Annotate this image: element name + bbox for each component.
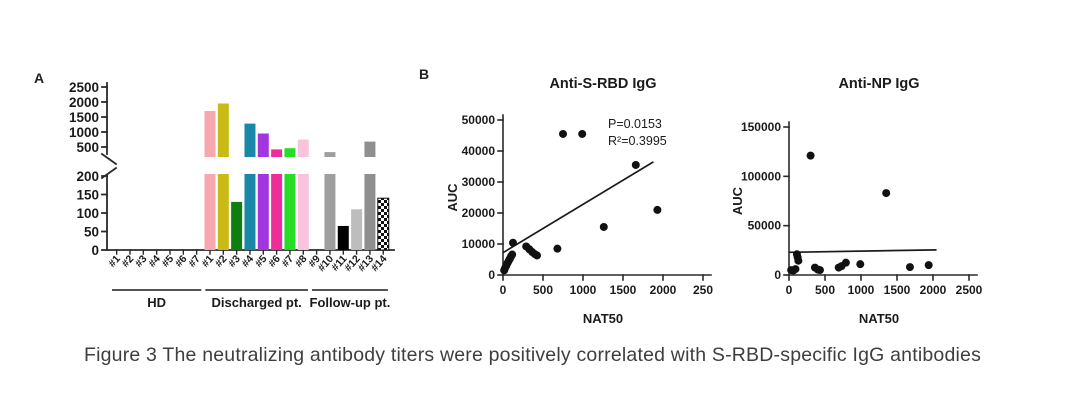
bar-chart-svg: 5001000150020002500050100150200#1#2#3#4#… — [69, 80, 395, 310]
y-tick-label: 40000 — [462, 144, 496, 158]
scatter-anti-np-igg: 0 50000 100000 150000 0 500 1000 1500 2000 2500 An… — [722, 58, 1027, 348]
bar-#14 — [377, 197, 390, 251]
x-tick-label: 1500 — [610, 283, 637, 297]
scatter-anti-s-rbd-igg: 0 10000 20000 30000 40000 50000 0 500 1000 1500 20… — [425, 58, 725, 348]
bar-chart-neutralizing-titers: 500 1000 1500 2000 2500 0 50 100 150 200 #1 #2 #3 #4 #… — [42, 62, 412, 320]
x-tick-label: 2000 — [920, 283, 947, 297]
panel-a-label: A — [34, 70, 45, 86]
data-point — [653, 205, 662, 214]
scatter-svg: 0 50000 100000 150000 0 500 1000 1500 2000 2500 An… — [730, 76, 983, 326]
bar-#3 — [231, 201, 243, 250]
y-tick-label: 0 — [91, 243, 99, 258]
x-tick-label: 1500 — [884, 283, 911, 297]
data-point — [924, 261, 933, 270]
bar-upper-#7 — [284, 148, 296, 157]
data-point — [856, 260, 865, 269]
bar-upper-#10 — [324, 152, 336, 157]
bar-upper-#6 — [271, 149, 283, 157]
group-label: HD — [147, 295, 166, 310]
data-point — [905, 263, 914, 272]
data-point — [578, 129, 587, 138]
y-tick-label: 2000 — [69, 95, 99, 110]
y-tick-label: 150 — [76, 188, 99, 203]
data-point — [815, 266, 824, 275]
group-label: Follow-up pt. — [310, 295, 391, 310]
data-point — [553, 244, 562, 253]
data-point — [841, 258, 850, 267]
category-label: #14 — [369, 253, 390, 274]
y-tick-label: 50000 — [462, 113, 496, 127]
x-axis-label: NAT50 — [583, 311, 623, 326]
y-tick-label: 0 — [774, 268, 781, 282]
data-point — [599, 222, 608, 231]
x-tick-label: 2500 — [956, 283, 983, 297]
bar-#1 — [204, 174, 216, 250]
data-point — [559, 129, 567, 138]
bar-#6 — [271, 174, 283, 250]
bar-#7 — [284, 174, 296, 250]
bar-upper-#13 — [364, 141, 376, 157]
y-tick-label: 10000 — [462, 237, 496, 251]
chart-title: Anti-NP IgG — [838, 76, 919, 92]
y-tick-label: 0 — [488, 268, 495, 282]
bar-#13 — [364, 174, 376, 250]
x-tick-label: 0 — [786, 283, 793, 297]
y-tick-label: 2500 — [69, 80, 99, 95]
bar-#8 — [297, 174, 309, 250]
x-tick-label: 1000 — [570, 283, 597, 297]
bar-#10 — [324, 174, 336, 250]
x-tick-label: 0 — [500, 283, 507, 297]
data-point — [533, 251, 541, 260]
bar-upper-#1 — [204, 111, 216, 157]
x-tick-label: 500 — [815, 283, 835, 297]
y-tick-label: 30000 — [462, 175, 496, 189]
y-tick-label: 1500 — [69, 110, 99, 125]
x-tick-label: 250 — [693, 283, 713, 297]
y-tick-label: 100 — [76, 206, 99, 221]
bar-upper-#2 — [217, 103, 229, 157]
data-point — [794, 256, 803, 265]
x-tick-label: 1000 — [848, 283, 875, 297]
x-axis-label: NAT50 — [859, 311, 899, 326]
bar-#4 — [244, 174, 256, 250]
data-point — [791, 265, 800, 274]
stats-annotation: R²=0.3995 — [608, 134, 667, 148]
scatter-svg: 0 10000 20000 30000 40000 50000 0 500 1000 1500 20… — [445, 76, 713, 326]
data-point — [509, 238, 517, 247]
y-tick-label: 50 — [84, 225, 99, 240]
y-tick-label: 200 — [76, 169, 99, 184]
x-tick-label: 2000 — [650, 283, 677, 297]
trend-line — [502, 161, 654, 254]
bar-#11 — [337, 225, 349, 250]
data-point — [631, 160, 640, 169]
y-tick-label: 20000 — [462, 206, 496, 220]
bar-upper-#4 — [244, 123, 256, 157]
y-axis-label: AUC — [730, 186, 745, 215]
stats-annotation: P=0.0153 — [608, 117, 662, 131]
group-label: Discharged pt. — [211, 295, 301, 310]
y-tick-label: 1000 — [69, 125, 99, 140]
trend-line — [788, 248, 937, 254]
data-point — [806, 151, 815, 160]
bar-#2 — [217, 174, 229, 250]
bar-#5 — [257, 174, 269, 250]
bar-upper-#8 — [297, 139, 309, 157]
data-point — [508, 250, 517, 259]
y-tick-label: 500 — [76, 140, 99, 155]
y-tick-label: 150000 — [741, 120, 781, 134]
panel-b-label: B — [419, 66, 430, 82]
chart-title: Anti-S-RBD IgG — [549, 76, 656, 92]
bar-upper-#5 — [257, 133, 269, 157]
x-tick-label: 500 — [533, 283, 553, 297]
y-axis-label: AUC — [445, 183, 460, 212]
y-tick-label: 100000 — [741, 169, 781, 183]
figure-caption: Figure 3 The neutralizing antibody titer… — [83, 344, 982, 366]
bar-#12 — [351, 209, 363, 250]
y-tick-label: 50000 — [748, 219, 782, 233]
data-point — [882, 189, 891, 198]
